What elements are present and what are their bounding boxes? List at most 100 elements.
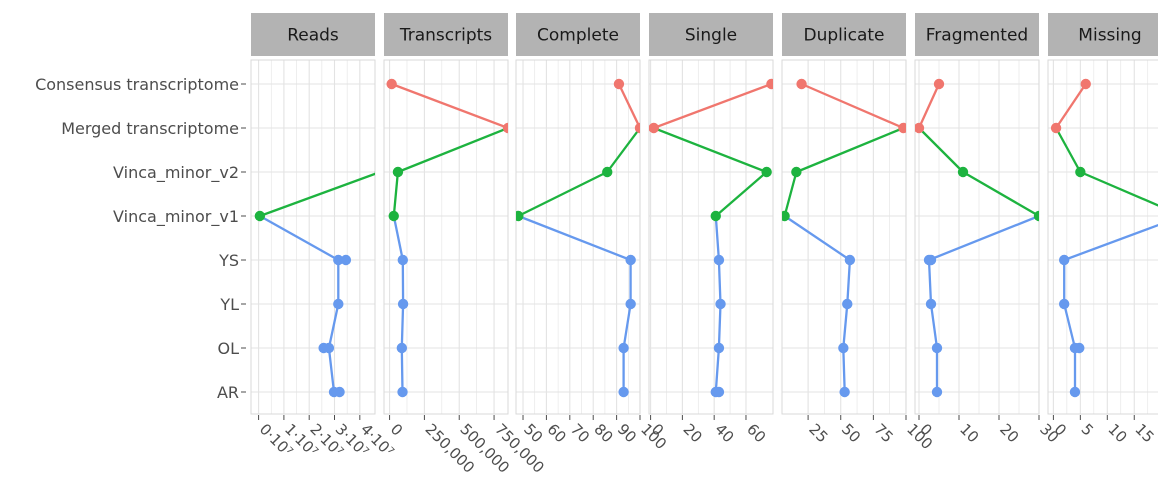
series-line-merged_vinca_v2	[259, 172, 375, 218]
data-point-merged-transcriptome	[649, 122, 659, 134]
y-tick-label-vinca-minor-v2: Vinca_minor_v2	[113, 163, 239, 183]
data-point-vinca-minor-v1	[516, 210, 524, 222]
x-tick-label-duplicate: 75	[871, 420, 897, 446]
facet-title-duplicate: Duplicate	[804, 26, 885, 46]
data-point-ys	[925, 254, 937, 266]
series-line-consensus_merged	[653, 82, 772, 130]
x-tick-label-single: 40	[711, 420, 737, 446]
x-tick-label-single: 20	[680, 420, 706, 446]
x-tick-label-transcripts: 0	[387, 420, 406, 439]
data-point-consensus-transcriptome	[386, 78, 397, 90]
data-point-ys	[340, 254, 352, 266]
facet-strip	[251, 13, 375, 56]
data-point-merged-transcriptome	[1050, 122, 1062, 134]
x-tick-label-complete: 70	[567, 420, 593, 446]
data-point-ol	[1074, 342, 1085, 354]
y-tick-label-ol: OL	[217, 339, 239, 358]
panel-border	[1047, 59, 1158, 415]
data-point-vinca-minor-v2	[602, 166, 613, 178]
facet-title-missing: Missing	[1078, 26, 1141, 46]
data-point-ar	[839, 386, 850, 398]
data-point-vinca-minor-v2	[957, 166, 969, 178]
x-tick-label-missing: 5	[1078, 420, 1097, 439]
facet-series-layer	[254, 170, 375, 398]
x-tick-label-single: 60	[743, 420, 769, 446]
data-point-ar	[618, 386, 629, 398]
data-point-yl	[397, 298, 409, 310]
data-point-ar	[713, 386, 725, 398]
facet-title-fragmented: Fragmented	[926, 26, 1028, 46]
panel-border	[648, 59, 774, 415]
series-line-consensus_merged	[391, 82, 508, 130]
x-tick-label-fragmented: 20	[996, 420, 1022, 446]
data-point-consensus-transcriptome	[613, 78, 625, 90]
data-point-consensus-transcriptome	[796, 78, 807, 90]
data-point-yl	[625, 298, 636, 310]
facet-series-layer	[782, 78, 906, 398]
panel-border	[383, 59, 509, 415]
panel-background	[516, 60, 640, 414]
data-point-ys	[625, 254, 636, 266]
y-tick-label-yl: YL	[219, 295, 239, 314]
facet-series-layer	[1050, 78, 1158, 398]
facet-title-transcripts: Transcripts	[399, 26, 492, 46]
y-tick-label-vinca-minor-v1: Vinca_minor_v1	[113, 207, 239, 227]
data-point-vinca-minor-v2	[392, 166, 404, 178]
data-point-ol	[396, 342, 408, 354]
series-line-consensus_merged	[617, 83, 640, 129]
panel-background	[649, 60, 773, 414]
x-tick-label-missing: 10	[1104, 420, 1130, 446]
data-point-vinca-minor-v1	[1033, 210, 1039, 222]
data-point-merged-transcriptome	[634, 122, 640, 134]
facet-strip	[1048, 13, 1158, 56]
data-point-vinca-minor-v2	[761, 166, 772, 178]
data-point-merged-transcriptome	[898, 122, 906, 134]
series-line-consensus_merged	[917, 83, 941, 129]
y-tick-label-ys: YS	[218, 251, 239, 270]
data-point-vinca-minor-v2	[791, 166, 802, 178]
data-point-ys	[1058, 254, 1070, 266]
data-point-ar	[931, 386, 943, 398]
facet-strip	[384, 13, 508, 56]
x-tick-label-complete: 80	[590, 420, 616, 446]
panel-background	[1048, 60, 1158, 414]
facet-strip	[649, 13, 773, 56]
data-point-yl	[925, 298, 937, 310]
data-point-ys	[713, 254, 725, 266]
panel-border	[781, 59, 907, 415]
data-point-ys	[333, 254, 344, 266]
x-tick-label-fragmented: 10	[956, 420, 982, 446]
facet-series-layer	[915, 78, 1039, 398]
data-point-ol	[618, 342, 629, 354]
data-point-ys	[844, 254, 856, 266]
data-point-yl	[333, 298, 344, 310]
data-point-ol	[931, 342, 943, 354]
facet-strip	[782, 13, 906, 56]
data-point-ol	[323, 342, 335, 354]
data-point-yl	[1058, 298, 1070, 310]
series-line-consensus_merged	[801, 82, 904, 130]
y-tick-label-merged-transcriptome: Merged transcriptome	[61, 119, 239, 138]
panel-background	[915, 60, 1039, 414]
data-point-merged-transcriptome	[502, 122, 508, 134]
facet-missing: Missing05101520	[1047, 13, 1158, 446]
x-tick-label-complete: 90	[614, 420, 640, 446]
facet-series-layer	[516, 78, 640, 398]
panel-border	[515, 59, 641, 415]
x-tick-label-duplicate: 25	[805, 420, 831, 446]
facet-strip	[915, 13, 1039, 56]
data-point-vinca-minor-v2	[374, 170, 375, 174]
x-tick-label-complete: 60	[544, 420, 570, 446]
data-point-yl	[715, 298, 726, 310]
data-point-vinca-minor-v1	[782, 210, 790, 222]
data-point-vinca-minor-v2	[1075, 166, 1086, 178]
data-point-ol	[838, 342, 849, 354]
data-point-ar	[334, 386, 345, 398]
facet-title-reads: Reads	[287, 26, 339, 46]
data-point-vinca-minor-v1	[254, 210, 266, 222]
